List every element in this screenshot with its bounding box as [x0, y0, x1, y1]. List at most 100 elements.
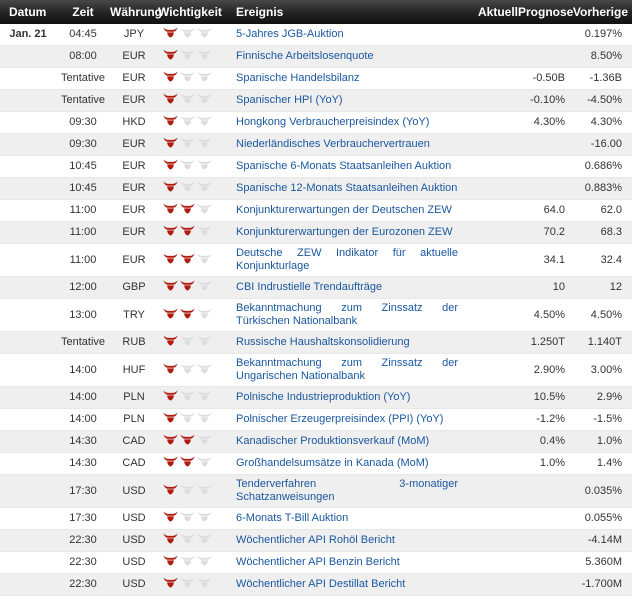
calendar-row: 14:30 CAD Kanadischer Produktionsverkauf…: [0, 430, 632, 453]
event-link[interactable]: Konjunkturerwartungen der Deutschen ZEW: [236, 204, 452, 216]
event-link[interactable]: Wöchentlicher API Destillat Bericht: [236, 578, 406, 590]
event-link[interactable]: 6-Monats T-Bill Auktion: [236, 512, 349, 524]
bull-icon: [180, 308, 195, 318]
bull-icon: [180, 225, 195, 236]
bull-icon: [163, 181, 178, 192]
forecast-value: 2.90%: [533, 363, 565, 376]
event-currency: EUR: [122, 226, 146, 238]
calendar-row: Tentative RUB Russische Haushaltskonsoli…: [0, 331, 632, 354]
bull-icon: [163, 308, 178, 318]
bull-icon: [197, 159, 212, 170]
calendar-row: Jan. 21 04:45 JPY 5-Jahres JGB-Auktion 0…: [0, 24, 632, 46]
event-link[interactable]: CBI Indrustielle Trendaufträge: [236, 281, 383, 293]
bull-icon: [163, 511, 178, 522]
calendar-row: 09:30 EUR Niederländisches Verbraucherve…: [0, 133, 632, 156]
event-currency: TRY: [123, 308, 145, 321]
header-row: Datum Zeit Währung Wichtigkeit Ereignis …: [0, 0, 632, 24]
event-link[interactable]: Wöchentlicher API Benzin Bericht: [236, 556, 400, 568]
importance-indicator: [163, 115, 212, 126]
previous-value: 5.360M: [585, 556, 622, 568]
calendar-row: 11:00 EUR Konjunkturerwartungen der Euro…: [0, 221, 632, 244]
col-header-ereignis: Ereignis: [236, 5, 284, 19]
importance-indicator: [163, 363, 212, 374]
bull-icon: [180, 181, 195, 192]
event-link[interactable]: Hongkong Verbraucherpreisindex (YoY): [236, 116, 430, 128]
event-currency: RUB: [122, 336, 146, 348]
bull-icon: [197, 412, 212, 423]
forecast-value: 10.5%: [533, 391, 565, 403]
event-link[interactable]: Spanischer HPI (YoY): [236, 94, 343, 106]
bull-icon: [197, 390, 212, 401]
bull-icon: [197, 308, 212, 318]
event-link[interactable]: Niederländisches Verbrauchervertrauen: [236, 138, 430, 150]
calendar-row: 17:30 USD Tenderverfahren 3-monatiger Sc…: [0, 474, 632, 508]
event-link[interactable]: Bekanntmachung zum Zinssatz der Türkisch…: [236, 302, 458, 327]
bull-icon: [197, 27, 212, 38]
col-header-datum: Datum: [9, 5, 47, 19]
event-link[interactable]: Bekanntmachung zum Zinssatz der Ungarisc…: [236, 357, 458, 382]
event-link[interactable]: Polnische Industrieproduktion (YoY): [236, 391, 411, 403]
previous-value: 1.4%: [596, 457, 622, 469]
bull-icon: [197, 484, 212, 494]
col-header-wichtigkeit: Wichtigkeit: [158, 5, 222, 19]
event-link[interactable]: Spanische 6-Monats Staatsanleihen Auktio…: [236, 160, 452, 172]
event-currency: EUR: [122, 72, 146, 84]
bull-icon: [180, 203, 195, 214]
bull-icon: [197, 49, 212, 60]
event-link[interactable]: 5-Jahres JGB-Auktion: [236, 28, 344, 40]
bull-icon: [197, 71, 212, 82]
previous-value: 12: [609, 281, 622, 293]
calendar-row: 14:00 HUF Bekanntmachung zum Zinssatz de…: [0, 353, 632, 387]
importance-indicator: [163, 335, 212, 346]
bull-icon: [180, 577, 195, 588]
previous-value: 0.686%: [584, 160, 622, 172]
bull-icon: [163, 577, 178, 588]
event-link[interactable]: Tenderverfahren 3-monatiger Schatzanweis…: [236, 478, 458, 503]
importance-indicator: [163, 308, 212, 319]
bull-icon: [197, 137, 212, 148]
event-currency: EUR: [122, 50, 146, 62]
bull-icon: [197, 181, 212, 192]
event-link[interactable]: Spanische Handelsbilanz: [236, 72, 360, 84]
event-link[interactable]: Russische Haushaltskonsolidierung: [236, 336, 410, 348]
event-time: Tentative: [60, 72, 106, 84]
event-time: 14:30: [69, 457, 97, 469]
bull-icon: [163, 93, 178, 104]
calendar-row: 14:00 PLN Polnische Industrieproduktion …: [0, 386, 632, 409]
importance-indicator: [163, 27, 212, 38]
event-link[interactable]: Polnischer Erzeugerpreisindex (PPI) (YoY…: [236, 413, 444, 425]
importance-indicator: [163, 533, 212, 544]
bull-icon: [163, 280, 178, 291]
event-link[interactable]: Spanische 12-Monats Staatsanleihen Aukti…: [236, 182, 458, 194]
calendar-row: 10:45 EUR Spanische 6-Monats Staatsanlei…: [0, 155, 632, 178]
bull-icon: [197, 555, 212, 566]
event-currency: EUR: [122, 182, 146, 194]
event-time: 14:30: [69, 435, 97, 447]
event-time: 04:45: [69, 28, 97, 40]
bull-icon: [180, 159, 195, 170]
importance-indicator: [163, 280, 212, 291]
forecast-value: 10: [552, 281, 565, 293]
event-time: Tentative: [60, 94, 106, 106]
previous-value: 1.140T: [587, 336, 622, 348]
bull-icon: [197, 511, 212, 522]
event-time: 14:00: [69, 413, 97, 425]
bull-icon: [180, 456, 195, 467]
event-link[interactable]: Deutsche ZEW Indikator für aktuelle Konj…: [236, 247, 458, 272]
event-link[interactable]: Großhandelsumsätze in Kanada (MoM): [236, 457, 429, 469]
bull-icon: [197, 456, 212, 467]
event-link[interactable]: Kanadischer Produktionsverkauf (MoM): [236, 435, 430, 447]
bull-icon: [180, 49, 195, 60]
forecast-value: -0.10%: [530, 94, 565, 106]
previous-value: -1.700M: [581, 578, 622, 590]
event-link[interactable]: Finnische Arbeitslosenquote: [236, 50, 374, 62]
event-time: 14:00: [69, 363, 97, 376]
event-currency: USD: [122, 534, 146, 546]
bull-icon: [180, 280, 195, 291]
event-link[interactable]: Wöchentlicher API Rohöl Bericht: [236, 534, 395, 546]
event-link[interactable]: Konjunkturerwartungen der Eurozonen ZEW: [236, 226, 453, 238]
importance-indicator: [163, 412, 212, 423]
forecast-value: -1.2%: [536, 413, 565, 425]
previous-value: 2.9%: [596, 391, 622, 403]
